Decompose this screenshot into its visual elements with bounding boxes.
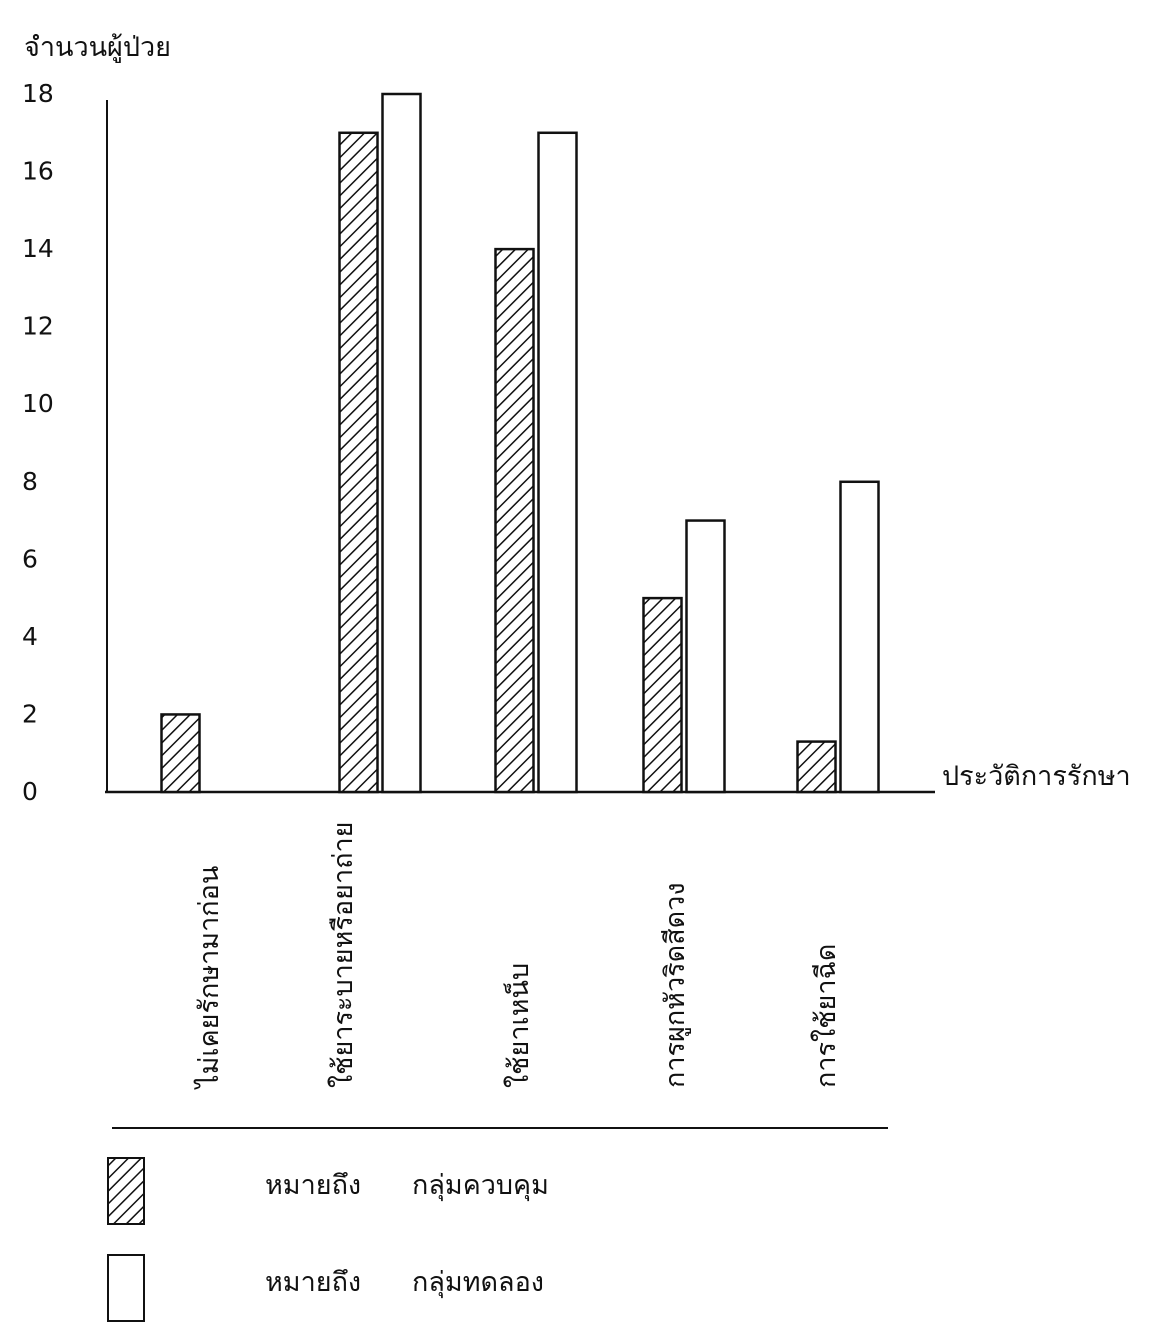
category-label: ใช้ยาเหน็บ — [501, 963, 535, 1088]
bars — [160, 92, 880, 794]
y-tick-label: 12 — [22, 312, 54, 341]
bar-experimental-group — [381, 92, 422, 794]
y-tick-label: 0 — [22, 777, 38, 806]
category-labels: ไม่เคยรักษามาก่อน ใช้ยาระบายหรือยาถ่ายใช้… — [194, 822, 842, 1090]
y-tick-label: 14 — [22, 234, 54, 263]
bar-control-group — [494, 247, 535, 794]
legend-prefix: หมายถึง — [265, 1267, 361, 1298]
category-label: การผูกหัวริดสีดวง — [660, 882, 691, 1088]
legend-swatch-experimental — [107, 1254, 145, 1322]
y-tick-label: 8 — [22, 467, 38, 496]
legend-label: กลุ่มทดลอง — [412, 1267, 544, 1299]
category-label: ไม่เคยรักษามาก่อน — [194, 866, 225, 1090]
y-tick-label: 2 — [22, 699, 38, 728]
legend-swatch-control — [107, 1157, 145, 1225]
y-tick-label: 4 — [22, 622, 38, 651]
y-tick-labels: 0 2 4 6 8 10 12 14 16 18 — [22, 79, 54, 806]
bar-control-group — [796, 740, 837, 794]
y-tick-label: 6 — [22, 544, 38, 573]
y-tick-label: 16 — [22, 157, 54, 186]
y-tick-label: 18 — [22, 79, 54, 108]
legend-label: กลุ่มควบคุม — [412, 1170, 549, 1202]
bar-control-group — [338, 131, 379, 794]
x-axis-label: ประวัติการรักษา — [942, 761, 1131, 792]
bar-control-group — [642, 596, 683, 794]
category-label: การใช้ยาฉีด — [810, 944, 842, 1088]
bar-control-group — [160, 713, 201, 794]
category-label: ใช้ยาระบายหรือยาถ่าย — [327, 822, 359, 1088]
bar-experimental-group — [685, 519, 726, 794]
y-tick-label: 10 — [22, 389, 54, 418]
y-axis-label: จำนวนผู้ป่วย — [24, 32, 171, 63]
bar-experimental-group — [537, 131, 578, 794]
legend-prefix: หมายถึง — [265, 1170, 361, 1201]
bar-experimental-group — [839, 480, 880, 794]
